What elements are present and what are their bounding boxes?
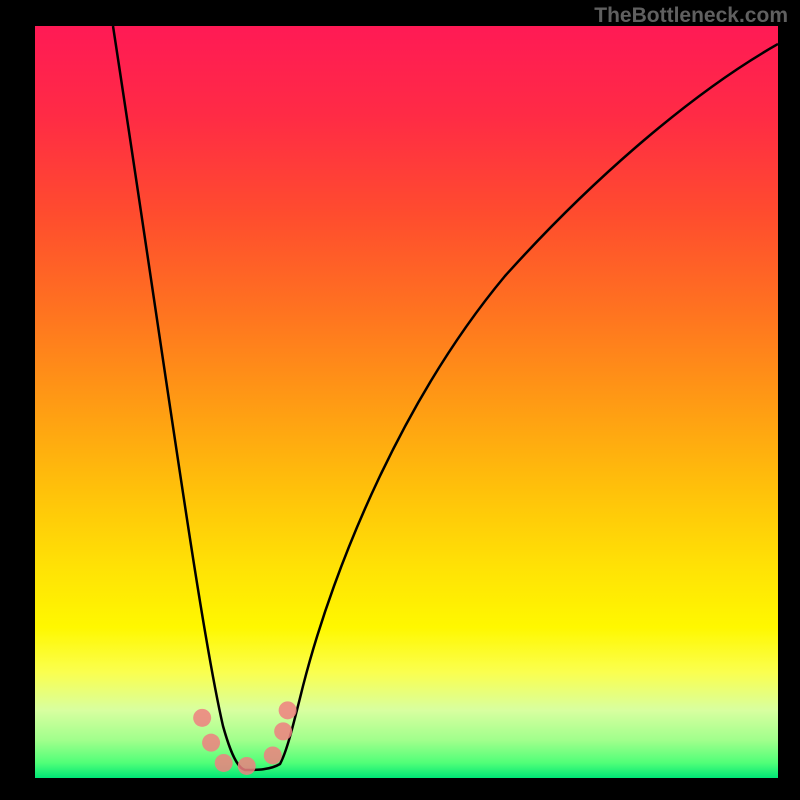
data-marker <box>193 709 211 727</box>
data-marker <box>274 722 292 740</box>
data-marker <box>279 701 297 719</box>
data-marker <box>202 734 220 752</box>
data-marker <box>215 754 233 772</box>
watermark-text: TheBottleneck.com <box>594 4 788 28</box>
data-marker <box>238 757 256 775</box>
bottleneck-chart <box>35 26 778 778</box>
chart-background <box>35 26 778 778</box>
data-marker <box>264 746 282 764</box>
chart-svg <box>35 26 778 778</box>
